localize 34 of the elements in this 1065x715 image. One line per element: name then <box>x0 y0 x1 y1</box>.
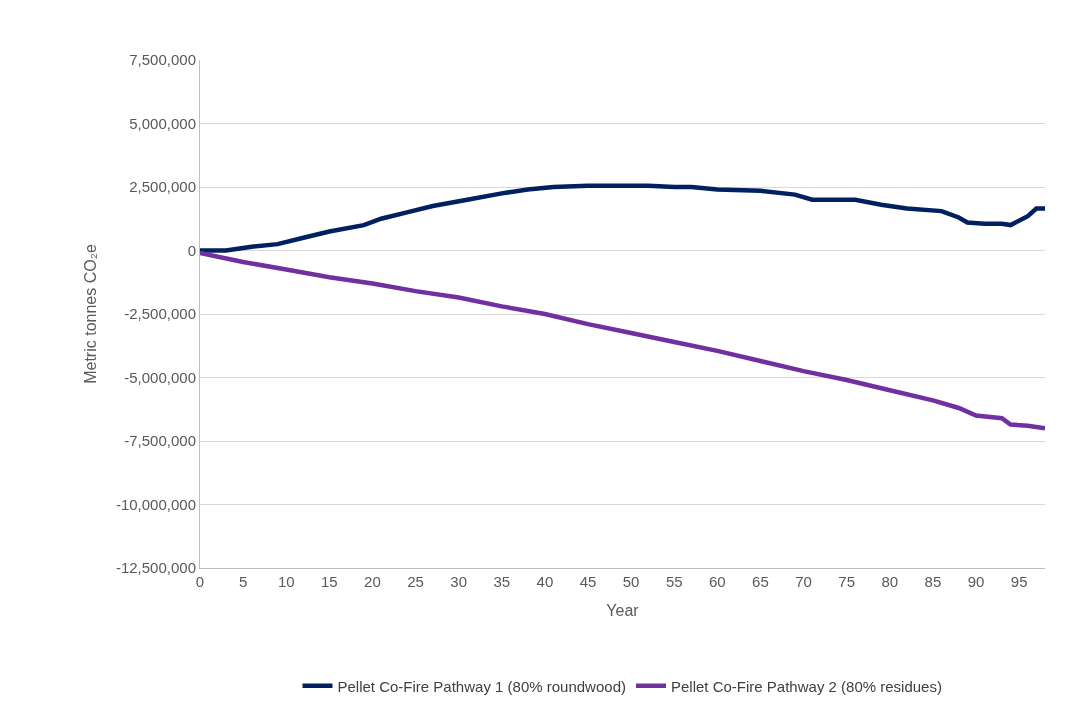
x-tick-label: 55 <box>665 573 683 590</box>
x-tick-label: 20 <box>364 573 381 590</box>
y-tick-label: 0 <box>187 241 196 259</box>
x-tick-label: 65 <box>752 573 769 590</box>
x-tick-label: 25 <box>407 573 424 590</box>
x-tick-label: 50 <box>622 573 640 590</box>
x-tick-label: 85 <box>924 573 942 590</box>
legend-label: Pellet Co-Fire Pathway 1 (80% roundwood) <box>337 677 626 695</box>
line-series <box>200 183 1045 253</box>
x-tick-label: 75 <box>838 573 856 590</box>
x-tick-label: 45 <box>579 573 597 590</box>
x-tick-label: 40 <box>536 573 554 590</box>
y-tick-label: -2,500,000 <box>124 305 196 323</box>
x-tick-label: 80 <box>881 573 899 590</box>
x-tick-label: 10 <box>277 573 295 590</box>
legend-label: Pellet Co-Fire Pathway 2 (80% residues) <box>670 677 942 695</box>
x-axis-title: Year <box>606 601 640 619</box>
y-tick-label: -7,500,000 <box>124 432 196 450</box>
x-tick-label: 70 <box>795 573 812 590</box>
x-tick-label: 30 <box>450 573 468 590</box>
y-tick-label: 7,500,000 <box>129 51 196 69</box>
y-tick-label: -5,000,000 <box>124 368 196 386</box>
y-tick-label: -10,000,000 <box>115 495 196 513</box>
y-axis-title: Metric tonnes CO₂e <box>81 244 99 384</box>
y-tick-label: 2,500,000 <box>129 178 196 196</box>
x-tick-label: 35 <box>493 573 511 590</box>
x-tick-label: 90 <box>967 573 985 590</box>
y-tick-label: -12,500,000 <box>115 559 196 577</box>
x-tick-label: 95 <box>1010 573 1028 590</box>
x-tick-label: 60 <box>709 573 726 590</box>
x-tick-label: 5 <box>238 573 248 590</box>
line-series <box>200 250 1045 431</box>
y-tick-label: 5,000,000 <box>129 114 196 132</box>
x-tick-label: 15 <box>321 573 338 590</box>
